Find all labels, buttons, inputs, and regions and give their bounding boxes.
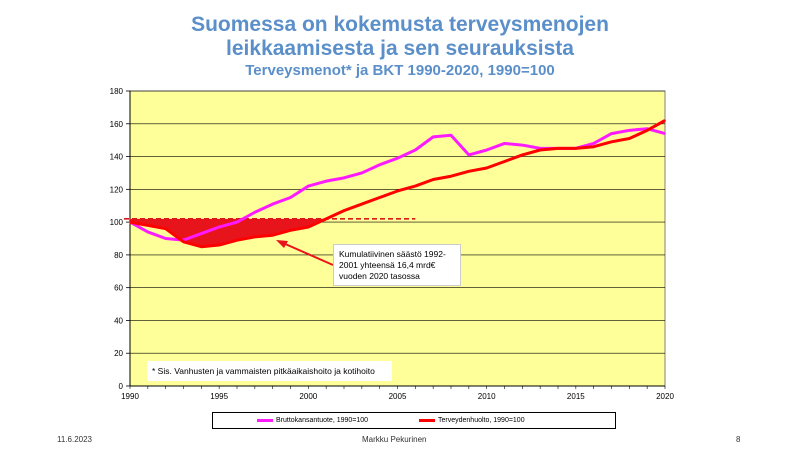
data-point-health-2002 bbox=[343, 209, 345, 212]
savings-shaded-area bbox=[130, 218, 327, 247]
data-point-gdp-2002 bbox=[343, 177, 345, 179]
data-point-health-2005 bbox=[396, 190, 399, 192]
data-point-gdp-2012 bbox=[521, 144, 524, 146]
data-point-gdp-2005 bbox=[396, 157, 399, 159]
data-point-health-1996 bbox=[236, 239, 238, 241]
data-point-health-2012 bbox=[521, 154, 524, 156]
x-tick-label-2020: 2020 bbox=[656, 392, 674, 401]
y-tick-label-120: 120 bbox=[110, 185, 124, 194]
data-point-gdp-1992 bbox=[164, 237, 167, 240]
data-point-health-2006 bbox=[414, 185, 417, 187]
data-point-health-1991 bbox=[147, 224, 149, 227]
data-point-health-2018 bbox=[628, 137, 631, 140]
data-point-health-2009 bbox=[468, 170, 470, 173]
chart-subtitle: Terveysmenot* ja BKT 1990-2020, 1990=100 bbox=[245, 62, 555, 79]
data-point-gdp-1998 bbox=[271, 203, 274, 205]
data-point-health-2016 bbox=[592, 145, 595, 148]
y-tick-label-60: 60 bbox=[114, 284, 123, 293]
data-point-gdp-2011 bbox=[503, 142, 506, 145]
data-point-gdp-2008 bbox=[450, 134, 452, 137]
data-point-health-2020 bbox=[664, 119, 666, 122]
data-point-gdp-2003 bbox=[361, 172, 363, 174]
footer-date: 11.6.2023 bbox=[57, 435, 92, 444]
data-point-gdp-2017 bbox=[610, 132, 613, 135]
x-tick-label-1995: 1995 bbox=[210, 392, 228, 401]
data-point-gdp-1999 bbox=[289, 196, 292, 199]
slide-title-line1: Suomessa on kokemusta terveysmenojen bbox=[191, 13, 609, 36]
data-point-health-1993 bbox=[182, 240, 185, 243]
data-point-gdp-2010 bbox=[485, 149, 488, 151]
y-tick-label-20: 20 bbox=[114, 349, 123, 358]
y-tick-label-80: 80 bbox=[114, 251, 123, 260]
data-point-health-1990 bbox=[129, 221, 131, 223]
data-point-health-2014 bbox=[557, 147, 559, 150]
chart-legend: Bruttokansantuote, 1990=100 Terveydenhuo… bbox=[212, 412, 616, 429]
data-point-health-2001 bbox=[325, 218, 327, 220]
data-point-health-2000 bbox=[307, 226, 310, 228]
y-tick-label-40: 40 bbox=[114, 316, 123, 325]
data-point-gdp-2007 bbox=[432, 136, 434, 138]
data-point-gdp-2016 bbox=[592, 142, 595, 145]
legend-swatch-health bbox=[419, 419, 435, 422]
footnote: * Sis. Vanhusten ja vammaisten pitkäaika… bbox=[147, 361, 392, 381]
data-point-health-1992 bbox=[164, 227, 167, 230]
y-tick-label-160: 160 bbox=[110, 120, 124, 129]
data-point-gdp-1994 bbox=[200, 232, 203, 235]
data-point-gdp-2020 bbox=[664, 132, 666, 135]
data-point-health-2003 bbox=[361, 203, 363, 205]
x-tick-label-2005: 2005 bbox=[389, 392, 407, 401]
data-point-health-2011 bbox=[503, 160, 506, 163]
data-point-gdp-2018 bbox=[628, 129, 631, 132]
data-point-health-2007 bbox=[432, 178, 434, 181]
data-point-health-2004 bbox=[378, 196, 381, 199]
x-tick-label-1990: 1990 bbox=[121, 392, 139, 401]
data-point-health-2019 bbox=[646, 129, 648, 132]
y-tick-label-100: 100 bbox=[110, 218, 124, 227]
legend-label-gdp: Bruttokansantuote, 1990=100 bbox=[276, 417, 369, 424]
data-point-gdp-2001 bbox=[325, 180, 327, 182]
data-point-gdp-1997 bbox=[254, 211, 256, 214]
data-point-health-1997 bbox=[254, 236, 256, 238]
legend-item-health: Terveydenhuolto, 1990=100 bbox=[419, 413, 525, 428]
data-point-gdp-2004 bbox=[378, 163, 381, 166]
data-point-health-1999 bbox=[289, 229, 292, 232]
data-point-gdp-1996 bbox=[236, 221, 238, 223]
page-number: 8 bbox=[736, 435, 741, 444]
annotation-arrow-line bbox=[282, 242, 334, 266]
annotation-arrow-head bbox=[276, 240, 288, 248]
y-tick-label-180: 180 bbox=[110, 87, 124, 96]
slide-title-line2: leikkaamisesta ja sen seurauksista bbox=[226, 37, 574, 60]
data-point-health-2015 bbox=[575, 147, 577, 150]
y-tick-label-0: 0 bbox=[119, 382, 124, 391]
data-point-gdp-2009 bbox=[468, 154, 470, 156]
x-tick-label-2015: 2015 bbox=[567, 392, 585, 401]
data-point-health-1998 bbox=[271, 234, 274, 237]
data-point-health-1994 bbox=[200, 245, 203, 248]
legend-label-health: Terveydenhuolto, 1990=100 bbox=[438, 417, 525, 424]
footer-author: Markku Pekurinen bbox=[362, 435, 427, 444]
data-point-health-2013 bbox=[539, 149, 541, 151]
data-point-gdp-2000 bbox=[307, 185, 310, 187]
x-tick-label-2010: 2010 bbox=[478, 392, 496, 401]
data-point-health-2008 bbox=[450, 175, 452, 178]
x-tick-label-2000: 2000 bbox=[299, 392, 317, 401]
legend-swatch-gdp bbox=[257, 419, 273, 422]
data-point-gdp-1995 bbox=[218, 226, 220, 228]
legend-item-gdp: Bruttokansantuote, 1990=100 bbox=[257, 413, 368, 428]
data-point-health-2010 bbox=[485, 167, 488, 169]
data-point-gdp-2006 bbox=[414, 149, 417, 151]
data-point-health-2017 bbox=[610, 141, 613, 143]
data-point-gdp-1991 bbox=[147, 231, 149, 233]
y-tick-label-140: 140 bbox=[110, 153, 124, 162]
savings-annotation: Kumulatiivinen säästö 1992-2001 yhteensä… bbox=[333, 244, 461, 286]
data-point-health-1995 bbox=[218, 244, 220, 246]
